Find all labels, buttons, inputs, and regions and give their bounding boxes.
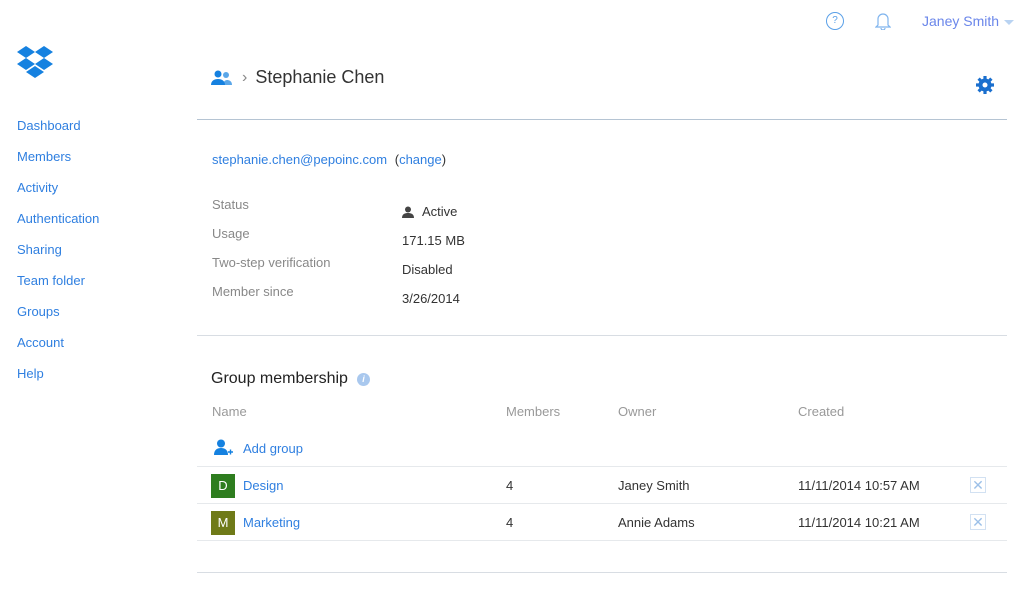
group-members-count: 4 xyxy=(506,478,514,493)
two-step-label: Two-step verification xyxy=(212,255,331,270)
dropbox-logo[interactable] xyxy=(17,46,53,79)
sidebar-item-team-folder[interactable]: Team folder xyxy=(17,273,85,288)
info-row-two-step: Two-step verification Disabled xyxy=(212,255,465,284)
two-step-value: Disabled xyxy=(402,262,453,277)
table-row: D Design 4 Janey Smith 11/11/2014 10:57 … xyxy=(197,466,1007,503)
group-owner: Janey Smith xyxy=(618,478,690,493)
remove-group-button[interactable]: ✕ xyxy=(970,477,986,493)
table-row: M Marketing 4 Annie Adams 11/11/2014 10:… xyxy=(197,503,1007,541)
divider xyxy=(197,119,1007,120)
user-name: Janey Smith xyxy=(922,13,1000,29)
section-title: Group membership xyxy=(211,370,348,387)
divider xyxy=(197,572,1007,573)
group-membership-heading: Group membership i xyxy=(211,370,370,388)
gear-icon[interactable] xyxy=(975,75,995,95)
group-name-link[interactable]: Marketing xyxy=(243,515,301,530)
usage-value: 171.15 MB xyxy=(402,233,465,248)
status-label: Status xyxy=(212,197,249,212)
sidebar-item-groups[interactable]: Groups xyxy=(17,304,60,319)
page-title: Stephanie Chen xyxy=(255,67,385,87)
group-created: 11/11/2014 10:21 AM xyxy=(798,515,920,530)
add-group-button[interactable]: Add group xyxy=(213,439,303,457)
column-header-created[interactable]: Created xyxy=(798,404,845,419)
group-owner: Annie Adams xyxy=(618,515,695,530)
add-group-label: Add group xyxy=(243,440,303,456)
status-value: Active xyxy=(422,204,458,219)
paren-open: ( xyxy=(394,152,400,167)
sidebar-item-authentication[interactable]: Authentication xyxy=(17,211,100,226)
sidebar-item-members[interactable]: Members xyxy=(17,149,72,164)
breadcrumb: › Stephanie Chen xyxy=(210,67,384,88)
add-person-icon xyxy=(214,439,233,455)
sidebar-item-sharing[interactable]: Sharing xyxy=(17,242,62,257)
column-header-members[interactable]: Members xyxy=(506,404,561,419)
sidebar-item-activity[interactable]: Activity xyxy=(17,180,59,195)
help-icon[interactable]: ? xyxy=(826,12,844,30)
info-row-status: Status Active xyxy=(212,197,465,226)
sidebar-item-help[interactable]: Help xyxy=(17,366,44,381)
breadcrumb-separator: › xyxy=(242,68,248,86)
info-row-usage: Usage 171.15 MB xyxy=(212,226,465,255)
member-since-label: Member since xyxy=(212,284,294,299)
user-menu[interactable]: Janey Smith xyxy=(922,13,1015,29)
divider xyxy=(197,335,1007,336)
column-header-owner[interactable]: Owner xyxy=(618,404,657,419)
sidebar-nav: Dashboard Members Activity Authenticatio… xyxy=(17,118,99,397)
info-icon[interactable]: i xyxy=(356,372,370,386)
chevron-down-icon xyxy=(1004,19,1015,25)
sidebar-item-account[interactable]: Account xyxy=(17,335,64,350)
person-icon xyxy=(402,206,414,218)
remove-group-button[interactable]: ✕ xyxy=(970,514,986,530)
bell-icon[interactable] xyxy=(875,12,891,30)
group-members-count: 4 xyxy=(506,515,514,530)
group-created: 11/11/2014 10:57 AM xyxy=(798,478,920,493)
member-info: Status Active Usage 171.15 MB Two-step ver… xyxy=(212,197,465,313)
group-name-link[interactable]: Design xyxy=(243,478,284,493)
email-link[interactable]: stephanie.chen@pepoinc.com xyxy=(212,152,388,167)
info-row-member-since: Member since 3/26/2014 xyxy=(212,284,465,313)
usage-label: Usage xyxy=(212,226,250,241)
sidebar-item-dashboard[interactable]: Dashboard xyxy=(17,118,81,133)
group-avatar: M xyxy=(211,511,235,535)
member-since-value: 3/26/2014 xyxy=(402,291,460,306)
members-icon[interactable] xyxy=(210,70,234,86)
email-line: stephanie.chen@pepoinc.com (change) xyxy=(212,152,446,167)
group-avatar: D xyxy=(211,474,235,498)
paren-close: ) xyxy=(441,152,447,167)
change-email-link[interactable]: change xyxy=(399,152,442,167)
column-header-name[interactable]: Name xyxy=(212,404,247,419)
